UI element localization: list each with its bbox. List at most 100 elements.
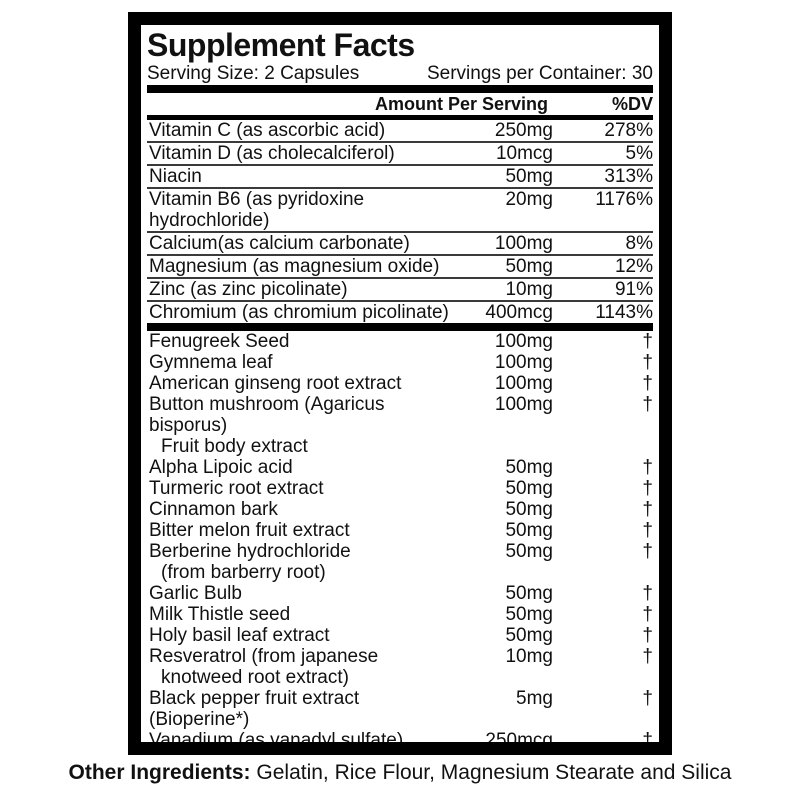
table-row: Button mushroom (Agaricus bisporus) 100m… [147, 394, 653, 436]
table-row: Resveratrol (from japanese 10mg † [147, 646, 653, 667]
table-row: Chromium (as chromium picolinate) 400mcg… [147, 302, 653, 323]
other-ingredients-label: Other Ingredients: [68, 761, 251, 784]
ingredient-name: Turmeric root extract [149, 478, 324, 499]
ingredient-name: Niacin [149, 166, 202, 187]
ingredient-dv: 8% [625, 233, 653, 254]
ingredient-dv: † [642, 457, 653, 478]
table-row: Zinc (as zinc picolinate) 10mg 91% [147, 279, 653, 302]
ingredient-amount: 10mcg [495, 143, 553, 164]
ingredient-name: Garlic Bulb [149, 583, 242, 604]
ingredient-dv: † [642, 394, 653, 415]
ingredient-dv: † [642, 520, 653, 541]
ingredient-name: Alpha Lipoic acid [149, 457, 293, 478]
ingredient-name: Vitamin B6 (as pyridoxine hydrochloride) [149, 189, 365, 231]
ingredient-dv: † [642, 583, 653, 604]
table-row: Vitamin B6 (as pyridoxine hydrochloride)… [147, 189, 653, 233]
ingredient-dv: † [642, 373, 653, 394]
table-row: Vanadium (as vanadyl sulfate) 250mcg † [147, 730, 653, 751]
ingredient-dv: † [642, 604, 653, 625]
dv-column-header: %DV [611, 94, 653, 114]
ingredient-dv: † [642, 646, 653, 667]
ingredient-amount: 50mg [505, 256, 553, 277]
table-row: Niacin 50mg 313% [147, 166, 653, 189]
ingredient-dv: † [642, 499, 653, 520]
ingredient-amount: 10mg [505, 279, 553, 300]
ingredient-dv: † [642, 730, 653, 751]
ingredient-amount: 10mg [505, 646, 553, 667]
ingredient-name: Vitamin C (as ascorbic acid) [149, 120, 386, 141]
ingredient-dv: † [642, 352, 653, 373]
serving-info-row: Serving Size: 2 Capsules Servings per Co… [147, 63, 653, 85]
ingredient-name-continuation: knotweed root extract) [161, 667, 349, 688]
table-row: Calcium(as calcium carbonate) 100mg 8% [147, 233, 653, 256]
table-row: American ginseng root extract 100mg † [147, 373, 653, 394]
ingredient-dv: 1176% [595, 189, 653, 210]
ingredient-name: Magnesium (as magnesium oxide) [149, 256, 440, 277]
amount-column-header: Amount Per Serving [374, 94, 548, 114]
ingredient-amount: 50mg [505, 541, 553, 562]
ingredient-amount: 100mg [494, 394, 553, 415]
ingredient-name: Cinnamon bark [149, 499, 278, 520]
ingredient-amount: 50mg [505, 604, 553, 625]
table-row: Berberine hydrochloride 50mg † [147, 541, 653, 562]
ingredient-amount: 50mg [505, 478, 553, 499]
divider-section [147, 323, 653, 331]
ingredient-name: Vitamin D (as cholecalciferol) [149, 143, 395, 164]
ingredient-amount: 50mg [505, 457, 553, 478]
ingredient-dv: † [642, 625, 653, 646]
table-row: Alpha Lipoic acid 50mg † [147, 457, 653, 478]
ingredient-dv: 313% [604, 166, 653, 187]
ingredient-dv: † [642, 478, 653, 499]
ingredient-dv: 12% [614, 256, 653, 277]
table-row: Turmeric root extract 50mg † [147, 478, 653, 499]
ingredient-amount: 50mg [505, 166, 553, 187]
serving-size-text: Serving Size: 2 Capsules [147, 63, 360, 84]
supplement-facts-panel: Supplement Facts Serving Size: 2 Capsule… [128, 12, 672, 755]
table-row: Gymnema leaf 100mg † [147, 352, 653, 373]
ingredient-name: Black pepper fruit extract (Bioperine*) [149, 688, 360, 730]
ingredient-name: Resveratrol (from japanese [149, 646, 379, 667]
botanicals-table: Fenugreek Seed 100mg † Gymnema leaf 100m… [147, 331, 653, 751]
table-row: Cinnamon bark 50mg † [147, 499, 653, 520]
ingredient-name: Bitter melon fruit extract [149, 520, 350, 541]
ingredient-name: American ginseng root extract [149, 373, 402, 394]
other-ingredients-text: Gelatin, Rice Flour, Magnesium Stearate … [250, 761, 732, 784]
ingredient-name: Vanadium (as vanadyl sulfate) [149, 730, 404, 751]
table-row: Magnesium (as magnesium oxide) 50mg 12% [147, 256, 653, 279]
ingredient-name-continuation: (from barberry root) [161, 562, 326, 583]
table-row: Holy basil leaf extract 50mg † [147, 625, 653, 646]
ingredient-name: Gymnema leaf [149, 352, 273, 373]
ingredient-amount: 400mcg [485, 302, 553, 323]
ingredient-name: Button mushroom (Agaricus bisporus) [149, 394, 385, 436]
ingredient-amount: 250mg [494, 120, 553, 141]
panel-title: Supplement Facts [147, 27, 415, 63]
table-row: Garlic Bulb 50mg † [147, 583, 653, 604]
servings-per-container-text: Servings per Container: 30 [426, 63, 653, 84]
ingredient-amount: 100mg [494, 352, 553, 373]
divider-under-header [147, 115, 653, 120]
ingredient-name: Berberine hydrochloride [149, 541, 351, 562]
ingredient-dv: 5% [625, 143, 653, 164]
ingredient-amount: 20mg [505, 189, 553, 210]
ingredient-amount: 50mg [505, 625, 553, 646]
table-row: Milk Thistle seed 50mg † [147, 604, 653, 625]
ingredient-name-continuation: Fruit body extract [161, 436, 308, 457]
ingredient-amount: 50mg [505, 583, 553, 604]
ingredient-name: Chromium (as chromium picolinate) [149, 302, 449, 323]
ingredient-amount: 100mg [494, 373, 553, 394]
divider-above-footnotes [147, 751, 653, 755]
ingredient-amount: 50mg [505, 520, 553, 541]
ingredient-amount: 50mg [505, 499, 553, 520]
ingredient-amount: 5mg [516, 688, 553, 709]
ingredient-amount: 100mg [494, 233, 553, 254]
ingredient-amount: 100mg [494, 331, 553, 352]
ingredient-dv: † [642, 331, 653, 352]
table-row: Fenugreek Seed 100mg † [147, 331, 653, 352]
nutrients-table: Vitamin C (as ascorbic acid) 250mg 278% … [147, 120, 653, 323]
ingredient-dv: † [642, 541, 653, 562]
ingredient-name: Calcium(as calcium carbonate) [149, 233, 410, 254]
ingredient-dv: 1143% [595, 302, 653, 323]
divider-thick-top [147, 85, 653, 93]
ingredient-name: Holy basil leaf extract [149, 625, 330, 646]
